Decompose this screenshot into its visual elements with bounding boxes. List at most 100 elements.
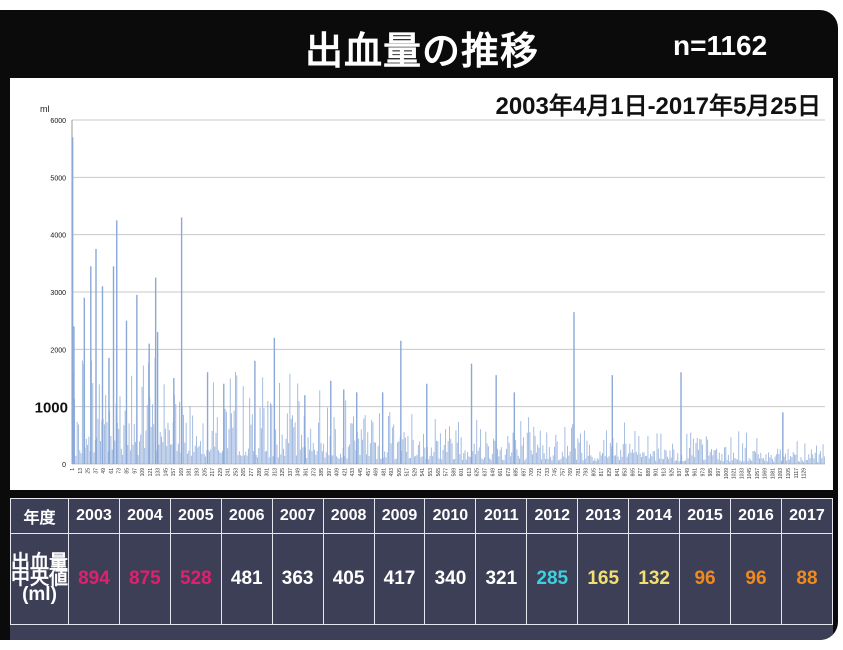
year-header-cell: 年度 bbox=[10, 498, 69, 534]
x-tick-label: 445 bbox=[358, 468, 364, 477]
x-tick-label: 601 bbox=[459, 468, 465, 477]
x-tick-label: 541 bbox=[420, 468, 426, 477]
x-tick-label: 949 bbox=[685, 468, 691, 477]
x-tick-label: 889 bbox=[646, 468, 652, 477]
x-tick-label: 49 bbox=[101, 468, 107, 474]
x-tick-label: 1081 bbox=[770, 468, 776, 479]
x-tick-label: 769 bbox=[568, 468, 574, 477]
x-tick-label: 841 bbox=[615, 468, 621, 477]
year-cell: 2008 bbox=[322, 498, 375, 534]
x-tick-label: 637 bbox=[482, 468, 488, 477]
x-tick-label: 13 bbox=[78, 468, 84, 474]
x-tick-label: 301 bbox=[265, 468, 271, 477]
x-tick-label: 1045 bbox=[747, 468, 753, 479]
x-tick-label: 589 bbox=[451, 468, 457, 477]
median-value-cell: 481 bbox=[220, 533, 273, 625]
x-tick-label: 1033 bbox=[739, 468, 745, 479]
x-tick-label: 997 bbox=[716, 468, 722, 477]
row-header-line: (ml) bbox=[22, 584, 57, 605]
median-value-cell: 96 bbox=[679, 533, 731, 625]
median-value-cell: 285 bbox=[526, 533, 579, 625]
x-tick-label: 817 bbox=[599, 468, 605, 477]
x-tick-label: 1117 bbox=[794, 468, 800, 479]
x-tick-label: 1 bbox=[70, 468, 76, 471]
x-tick-label: 781 bbox=[576, 468, 582, 477]
year-cell: 2014 bbox=[628, 498, 681, 534]
median-table-area: 年度 2003 2004 2005 2006 2007 2008 2009 2010 2011 2… bbox=[10, 498, 834, 640]
x-tick-label: 253 bbox=[233, 468, 239, 477]
x-tick-label: 805 bbox=[591, 468, 597, 477]
x-tick-label: 493 bbox=[389, 468, 395, 477]
median-value-cell: 405 bbox=[322, 533, 375, 625]
year-cell: 2010 bbox=[424, 498, 477, 534]
x-tick-label: 517 bbox=[405, 468, 411, 477]
year-cell: 2004 bbox=[118, 498, 171, 534]
y-tick-label: 0 bbox=[62, 462, 66, 469]
page-title: 出血量の推移 bbox=[305, 31, 540, 73]
year-cell: 2005 bbox=[169, 498, 222, 534]
y-tick-label: 2000 bbox=[50, 347, 66, 354]
median-table: 年度 2003 2004 2005 2006 2007 2008 2009 2010 2011 2… bbox=[10, 498, 834, 625]
y-tick-label: 5000 bbox=[50, 175, 66, 182]
x-tick-label: 721 bbox=[537, 468, 543, 477]
x-tick-label: 97 bbox=[132, 468, 138, 474]
y-tick-label: 6000 bbox=[50, 118, 66, 125]
x-tick-label: 277 bbox=[249, 468, 255, 477]
median-value-cell: 96 bbox=[729, 533, 782, 625]
x-tick-label: 457 bbox=[366, 468, 372, 477]
x-tick-label: 985 bbox=[708, 468, 714, 477]
x-tick-label: 169 bbox=[179, 468, 185, 477]
median-value-cell: 340 bbox=[424, 533, 477, 625]
x-tick-label: 325 bbox=[280, 468, 286, 477]
x-tick-label: 829 bbox=[607, 468, 613, 477]
x-tick-label: 85 bbox=[124, 468, 130, 474]
x-tick-label: 421 bbox=[342, 468, 348, 477]
x-tick-label: 61 bbox=[109, 468, 115, 474]
date-range-label: 2003年4月1日-2017年5月25日 bbox=[495, 93, 821, 120]
year-cell: 2017 bbox=[780, 498, 834, 534]
median-value-cell: 875 bbox=[118, 533, 171, 625]
x-tick-label: 469 bbox=[374, 468, 380, 477]
x-tick-label: 757 bbox=[560, 468, 566, 477]
x-tick-label: 205 bbox=[202, 468, 208, 477]
x-tick-label: 613 bbox=[467, 468, 473, 477]
x-tick-label: 25 bbox=[86, 468, 92, 474]
x-tick-label: 109 bbox=[140, 468, 146, 477]
x-tick-label: 181 bbox=[187, 468, 193, 477]
x-tick-label: 625 bbox=[475, 468, 481, 477]
sample-size-label: n=1162 bbox=[673, 30, 768, 61]
x-tick-label: 505 bbox=[397, 468, 403, 477]
x-tick-label: 937 bbox=[677, 468, 683, 477]
median-value-cell: 417 bbox=[373, 533, 426, 625]
x-tick-label: 73 bbox=[117, 468, 123, 474]
x-tick-label: 1069 bbox=[763, 468, 769, 479]
x-tick-label: 337 bbox=[288, 468, 294, 477]
table-header-row: 年度 2003 2004 2005 2006 2007 2008 2009 2010 2011 2… bbox=[10, 498, 834, 534]
x-tick-label: 1105 bbox=[786, 468, 792, 479]
x-tick-label: 397 bbox=[327, 468, 333, 477]
y-tick-label: 3000 bbox=[50, 290, 66, 297]
year-cell: 2016 bbox=[729, 498, 782, 534]
median-value-cell: 363 bbox=[271, 533, 324, 625]
median-value-cell: 321 bbox=[475, 533, 528, 625]
median-value-cell: 88 bbox=[780, 533, 834, 625]
x-tick-label: 121 bbox=[148, 468, 154, 477]
x-tick-label: 649 bbox=[490, 468, 496, 477]
year-cell: 2011 bbox=[475, 498, 528, 534]
title-bar: 出血量の推移 n=1162 bbox=[0, 10, 838, 78]
year-cell: 2003 bbox=[68, 498, 120, 534]
x-tick-label: 853 bbox=[623, 468, 629, 477]
median-value-cell: 528 bbox=[169, 533, 222, 625]
x-tick-label: 373 bbox=[311, 468, 317, 477]
chart-panel: ml 0 1000 2000 3000 4000 5000 6000 1 13 25 37 49 61 73… bbox=[10, 78, 833, 490]
row-header-line: 中央値 bbox=[11, 568, 69, 589]
x-tick-label: 709 bbox=[529, 468, 535, 477]
x-tick-label: 961 bbox=[693, 468, 699, 477]
x-tick-label: 925 bbox=[669, 468, 675, 477]
x-tick-label: 193 bbox=[195, 468, 201, 477]
x-tick-label: 481 bbox=[381, 468, 387, 477]
year-cell: 2006 bbox=[220, 498, 273, 534]
median-value-cell: 165 bbox=[577, 533, 630, 625]
y-tick-label: 1000 bbox=[35, 400, 68, 417]
